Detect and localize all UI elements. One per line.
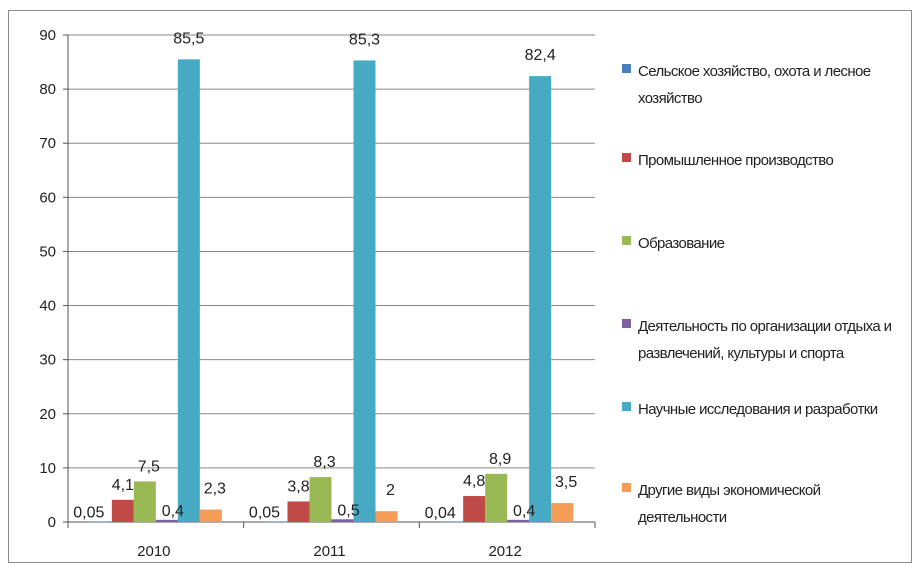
y-tick-label: 70 <box>39 135 56 152</box>
chart-frame <box>8 10 912 563</box>
data-label: 3,5 <box>555 474 577 491</box>
legend-swatch <box>622 64 631 73</box>
axes: 0 10 20 30 40 50 60 70 80 90 2010 2011 2012 <box>39 27 596 560</box>
bar <box>265 521 288 523</box>
bar <box>287 501 310 522</box>
data-label: 4,8 <box>463 473 485 490</box>
x-tick-label: 2011 <box>313 543 345 560</box>
bar <box>441 521 464 523</box>
legend-label: Образование <box>638 235 725 252</box>
data-label: 2 <box>386 482 395 499</box>
bar <box>485 473 508 522</box>
y-tick-label: 80 <box>39 81 56 98</box>
y-tick-label: 0 <box>48 514 56 531</box>
y-tick-label: 90 <box>39 27 56 44</box>
gridlines <box>68 34 595 469</box>
legend-label: Сельское хозяйство, охота и лесное хозяй… <box>638 63 871 107</box>
bar <box>111 499 134 522</box>
data-label: 8,9 <box>489 451 511 468</box>
data-label: 0,5 <box>337 502 359 519</box>
data-label: 0,4 <box>162 503 184 520</box>
data-label: 7,5 <box>138 458 160 475</box>
bar <box>529 76 552 522</box>
data-label: 0,05 <box>249 505 280 522</box>
data-label: 0,05 <box>73 505 104 522</box>
bar <box>199 509 222 522</box>
bar <box>309 477 332 522</box>
bar <box>551 503 574 522</box>
bar <box>133 481 156 522</box>
data-label: 85,5 <box>173 30 204 47</box>
x-tick-label: 2010 <box>137 543 170 560</box>
bars <box>89 59 574 523</box>
data-label: 0,04 <box>425 505 456 522</box>
legend-label: Научные исследования и разработки <box>638 401 878 418</box>
legend-swatch <box>622 483 631 492</box>
bar <box>177 59 200 522</box>
y-tick-label: 20 <box>39 406 56 423</box>
y-tick-label: 50 <box>39 243 56 260</box>
data-label: 3,8 <box>287 478 309 495</box>
legend-label: Деятельность по организации отдыха и раз… <box>638 318 892 362</box>
bar <box>375 511 398 522</box>
bar <box>463 496 486 522</box>
legend-swatch <box>622 236 631 245</box>
data-labels: 0,05 4,17,5 0,4 85,5 2,3 0,05 3,88,3 0,5 85,3 2 0,… <box>73 30 577 521</box>
bar <box>353 60 376 522</box>
legend-swatch <box>622 153 631 162</box>
y-tick-label: 60 <box>39 189 56 206</box>
x-tick-label: 2012 <box>488 543 521 560</box>
y-tick-label: 30 <box>39 352 56 369</box>
legend-label: Другие виды экономической деятельности <box>638 482 821 526</box>
data-label: 82,4 <box>525 47 556 64</box>
data-label: 85,3 <box>349 31 380 48</box>
bar <box>155 519 178 522</box>
data-label: 2,3 <box>204 481 226 498</box>
y-tick-label: 40 <box>39 298 56 315</box>
data-label: 0,4 <box>513 503 535 520</box>
legend-swatch <box>622 319 631 328</box>
legend-label: Промышленное производство <box>638 152 834 169</box>
bar <box>507 519 530 522</box>
bar <box>331 519 354 522</box>
bar <box>89 521 112 523</box>
data-label: 4,1 <box>112 477 134 494</box>
legend-swatch <box>622 402 631 411</box>
y-tick-label: 10 <box>39 460 56 477</box>
data-label: 8,3 <box>313 454 335 471</box>
